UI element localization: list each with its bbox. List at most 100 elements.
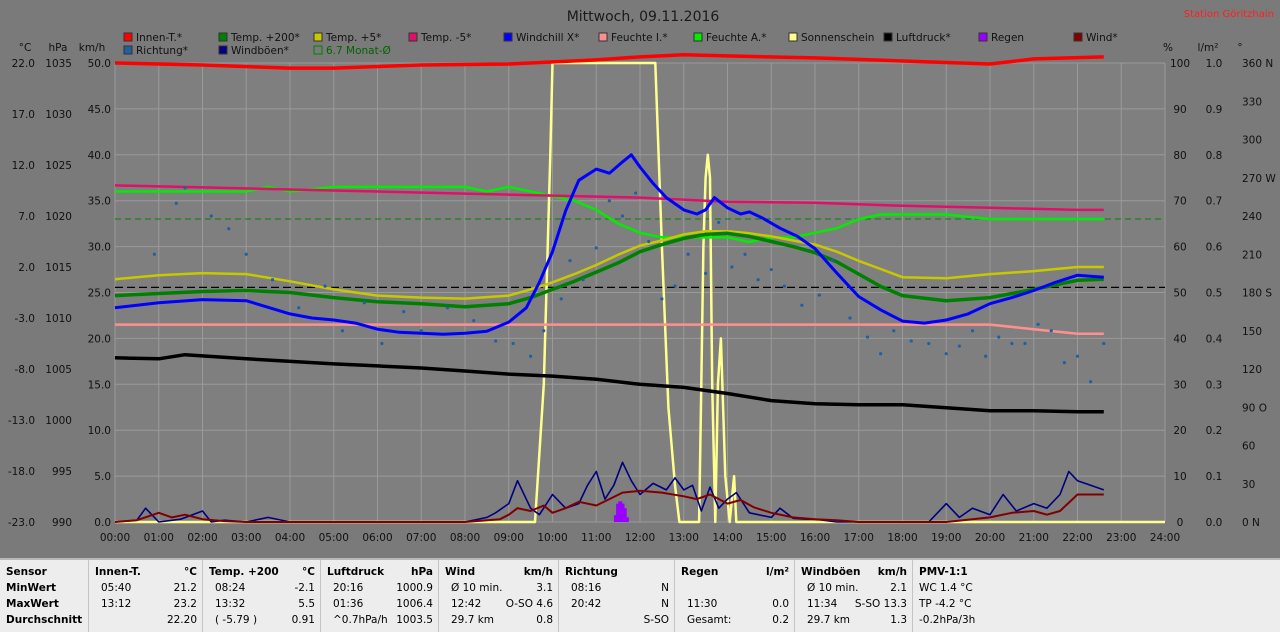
direction-point <box>1023 341 1027 346</box>
axis-unit-label: l/m² <box>1198 42 1219 54</box>
celsius-tick-label: -13.0 <box>8 415 35 427</box>
x-tick-label: 08:00 <box>450 532 480 544</box>
legend-swatch <box>1073 32 1083 42</box>
hpa-tick-label: 1015 <box>45 262 72 274</box>
direction-point <box>174 201 178 205</box>
stats-column-innen: Innen-T. °C 05:40 21.2 13:12 23.2 22.20 <box>88 560 203 632</box>
direction-point <box>730 265 734 269</box>
legend-swatch <box>883 32 893 42</box>
series-line <box>114 489 1104 523</box>
legend-entry: Regen <box>991 32 1024 44</box>
direction-point <box>756 278 760 282</box>
legend-entry: Innen-T.* <box>136 32 182 44</box>
rain-tick-label: 0.7 <box>1206 196 1223 208</box>
kmh-tick-label: 0.0 <box>94 517 111 529</box>
direction-point <box>568 259 572 263</box>
stats-value: 0.91 <box>291 614 315 626</box>
direction-tick-label: 330 <box>1242 96 1262 108</box>
rain-bar <box>616 503 621 522</box>
direction-point <box>970 329 975 333</box>
legend-swatch <box>408 32 418 42</box>
x-tick-label: 02:00 <box>187 532 217 544</box>
direction-point <box>782 284 786 288</box>
legend-entry: Windchill X* <box>516 32 579 44</box>
series-line <box>114 352 1104 414</box>
series-line <box>115 185 1104 244</box>
direction-point <box>673 284 677 288</box>
hpa-tick-label: 995 <box>52 466 72 478</box>
stats-value: 1000.9 <box>396 582 433 594</box>
stats-value: N <box>661 598 669 610</box>
direction-point <box>581 278 585 282</box>
x-tick-label: 00:00 <box>100 532 130 544</box>
x-tick-label: 19:00 <box>931 532 961 544</box>
x-tick-label: 11:00 <box>581 532 611 544</box>
stats-value: TP -4.2 °C <box>919 598 972 610</box>
direction-point <box>927 341 931 346</box>
stats-column-luftdruck: Luftdruck hPa 20:16 1000.9 01:36 1006.4 ^0.7hP… <box>320 560 439 632</box>
legend-swatch <box>788 32 798 42</box>
direction-point <box>402 310 406 314</box>
direction-point <box>380 341 384 346</box>
percent-tick-label: 60 <box>1173 242 1186 254</box>
stats-column-unit: km/h <box>523 566 553 578</box>
x-tick-label: 21:00 <box>1019 532 1049 544</box>
direction-point <box>270 278 275 282</box>
axis-unit-label: % <box>1163 42 1173 54</box>
celsius-tick-label: -18.0 <box>8 466 35 478</box>
legend-swatch <box>503 32 513 42</box>
stats-time: Gesamt: <box>687 614 732 626</box>
stats-time: 29.7 km <box>807 614 851 626</box>
stats-value: 5.5 <box>298 598 315 610</box>
direction-point <box>445 306 450 310</box>
series-line <box>115 61 1165 524</box>
direction-point <box>1089 380 1093 384</box>
series-line <box>114 231 1104 309</box>
direction-point <box>879 352 883 356</box>
statistics-panel: Sensor MinWert MaxWert Durchschnitt Inne… <box>0 558 1280 632</box>
rain-bar <box>624 517 629 522</box>
kmh-tick-label: 10.0 <box>88 425 111 437</box>
stats-sensor-title: Sensor <box>6 566 47 578</box>
kmh-tick-label: 30.0 <box>88 242 111 254</box>
direction-tick-label: 60 <box>1242 441 1255 453</box>
kmh-tick-label: 50.0 <box>88 58 111 70</box>
direction-point <box>419 329 423 333</box>
celsius-tick-label: 2.0 <box>18 262 35 274</box>
direction-tick-label: 150 <box>1242 326 1262 338</box>
weather-chart: 00:00 01:00 02:00 03:00 04:00 05:00 06:00 07:00… <box>7 9 1277 544</box>
legend-entry: Sonnenschein <box>801 32 874 44</box>
legend-swatch <box>123 32 133 42</box>
legend-swatch <box>978 32 988 42</box>
direction-point <box>909 339 913 343</box>
rain-tick-label: 0.6 <box>1206 242 1223 254</box>
direction-point <box>997 335 1001 339</box>
legend-entry: Temp. +200* <box>230 32 300 44</box>
direction-tick-label: 0 N <box>1242 517 1260 529</box>
x-tick-label: 22:00 <box>1062 532 1092 544</box>
rain-bar <box>618 501 623 522</box>
axis-unit-label: hPa <box>49 42 68 54</box>
stats-time: 11:30 <box>687 598 718 610</box>
legend-swatch <box>123 45 133 55</box>
stats-column-title: Wind <box>445 566 476 578</box>
direction-tick-label: 210 <box>1242 249 1262 261</box>
rain-tick-label: 0.0 <box>1206 517 1223 529</box>
x-tick-label: 18:00 <box>887 532 917 544</box>
series-line <box>114 53 1104 70</box>
x-tick-label: 24:00 <box>1150 532 1180 544</box>
celsius-tick-label: 7.0 <box>18 211 35 223</box>
x-tick-label: 04:00 <box>275 532 305 544</box>
legend-entry: Temp. +5* <box>325 32 381 44</box>
legend-swatch <box>693 32 703 42</box>
stats-time: 13:32 <box>215 598 246 610</box>
direction-tick-label: 90 O <box>1242 402 1267 414</box>
stats-time: 20:16 <box>333 582 364 594</box>
hpa-tick-label: 1005 <box>45 364 72 376</box>
stats-value: 0.8 <box>536 614 553 626</box>
direction-point <box>594 246 598 250</box>
percent-tick-label: 80 <box>1173 150 1186 162</box>
legend-swatch <box>313 32 323 42</box>
x-tick-label: 01:00 <box>144 532 174 544</box>
x-tick-label: 09:00 <box>494 532 524 544</box>
